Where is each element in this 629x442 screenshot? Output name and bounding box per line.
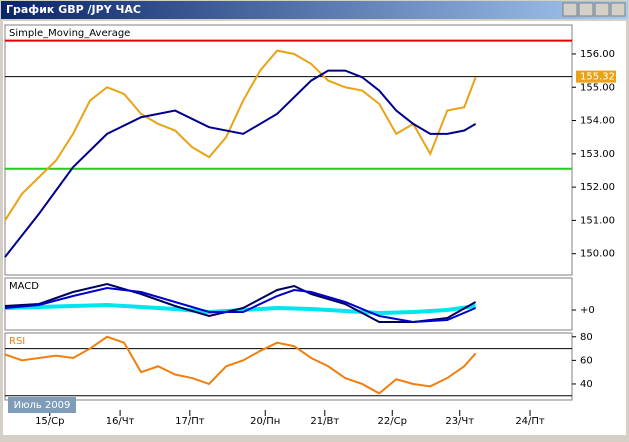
y-tick-label: 40 [580,379,593,390]
y-tick-label: 151.00 [580,215,615,226]
y-tick-label: 60 [580,355,593,366]
series-line [4,69,477,258]
close-button[interactable] [610,2,626,17]
series-line [4,282,477,323]
y-tick-label: 156.00 [580,49,615,60]
x-tick-label: 16/Чт [106,416,135,427]
y-tick-label: 80 [580,332,593,343]
series-line [4,302,476,316]
period-label: Июль 2009 [14,400,71,411]
x-tick-label: 21/Вт [310,416,339,427]
title-bar [1,1,628,19]
series-line [4,286,476,324]
pane-frame [4,332,573,401]
y-tick-label: 155.00 [580,82,615,93]
x-tick-label: 23/Чт [445,416,474,427]
x-tick-label: 15/Ср [35,416,64,427]
price-tag-label: 155.32 [580,72,615,83]
x-tick-label: 24/Пт [515,416,545,427]
series-line [4,49,477,221]
minimize-button[interactable] [578,2,594,17]
x-tick-label: 22/Ср [378,416,407,427]
y-tick-label: 150.00 [580,249,615,260]
y-tick-label: 152.00 [580,182,615,193]
pane-frame [4,24,573,276]
y-tick-label: 154.00 [580,116,615,127]
window-title: График GBP /JPY ЧАС [6,3,141,16]
price-tag [576,70,616,83]
indicator-label: MACD [9,281,39,292]
x-tick-label: 20/Пн [250,416,280,427]
maximize-button[interactable] [594,2,610,17]
x-tick-label: 17/Пт [175,416,205,427]
period-box [8,397,76,413]
y-tick-label: 153.00 [580,149,615,160]
indicator-label: Simple_Moving_Average [9,28,130,39]
tile-button[interactable] [562,2,578,17]
series-line [4,335,477,395]
y-tick-label: +0 [580,305,595,316]
indicator-label: RSI [9,336,25,347]
